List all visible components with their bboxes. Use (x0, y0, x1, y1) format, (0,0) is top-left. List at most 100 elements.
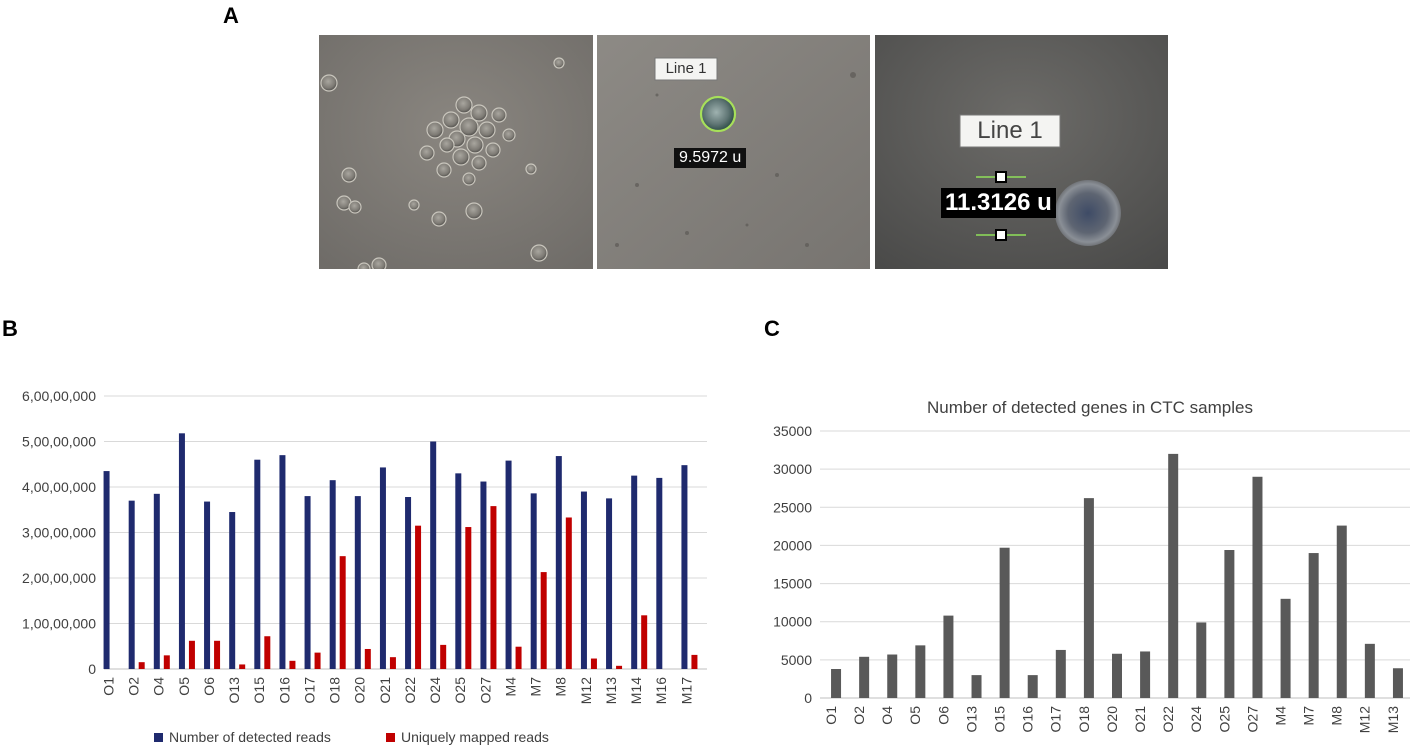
bar-M8-a (1336, 525, 1347, 698)
line-label-2: Line 1 (977, 117, 1043, 144)
x-tick-label: O21 (377, 677, 393, 704)
bar-O5-b (188, 640, 195, 669)
x-tick-label: M13 (1385, 706, 1401, 733)
bar-O15-a (254, 459, 261, 669)
legend-swatch-mapped (386, 732, 395, 742)
chart-genes-x-axis: O1 O2 O4 O5 O6 O13 O15 O16 O17 O18 O20 O21 O22 O24 O25… (823, 706, 1401, 733)
bar-O13-a (971, 675, 982, 698)
chart-reads-bars (103, 433, 698, 669)
legend-label-detected: Number of detected reads (169, 729, 331, 745)
x-tick-label: O1 (823, 706, 839, 725)
y-tick-label: 0 (804, 690, 812, 706)
chart-genes-title: Number of detected genes in CTC samples (927, 398, 1253, 417)
bar-O1-a (103, 471, 110, 669)
x-tick-label: M4 (1272, 706, 1288, 726)
bar-O2-a (859, 656, 870, 698)
x-tick-label: M17 (678, 677, 694, 704)
x-tick-label: O2 (126, 677, 142, 696)
bar-M14-a (631, 475, 638, 669)
bar-O1-a (831, 669, 842, 698)
x-tick-label: O15 (992, 706, 1008, 733)
bar-O22-a (405, 497, 412, 669)
chart-genes-y-axis: 0 5000 10000 15000 20000 25000 30000 35000 (773, 423, 812, 706)
bar-M4-b (515, 646, 522, 669)
chart-genes: 0 5000 10000 15000 20000 25000 30000 35000 O1 O2… (773, 423, 1410, 733)
bar-O27-a (1252, 476, 1263, 698)
bar-M8-b (565, 517, 572, 669)
bar-M4-a (1280, 598, 1291, 698)
y-tick-label: 0 (88, 661, 96, 677)
bar-M16-a (656, 477, 663, 669)
bar-M12-b (590, 658, 597, 669)
chart-genes-bars (831, 453, 1403, 698)
micrograph-cell-cluster (319, 35, 593, 269)
bar-O17-b (314, 652, 321, 669)
bar-O2-b (138, 662, 145, 669)
bar-O27-b (490, 506, 497, 669)
chart-reads-y-axis: 0 1,00,00,000 2,00,00,000 3,00,00,000 4,00,0… (22, 388, 96, 677)
bar-O18-a (329, 480, 336, 669)
bar-O21-b (389, 657, 396, 669)
x-tick-label: O4 (151, 677, 167, 696)
x-tick-label: O21 (1132, 706, 1148, 733)
chart-reads-x-axis: O1 O2 O4 O5 O6 O13 O15 O16 O17 O18 O20 O21 O22 O24 O25… (100, 677, 694, 704)
x-tick-label: M16 (653, 677, 669, 704)
bar-O22-a (1168, 453, 1179, 698)
bar-O21-a (1140, 651, 1151, 698)
bar-O6-b (214, 640, 221, 669)
x-tick-label: O20 (352, 677, 368, 704)
y-tick-label: 6,00,00,000 (22, 388, 96, 404)
x-tick-label: O25 (452, 677, 468, 704)
measurement-readout-1: 9.5972 u (674, 148, 747, 168)
x-tick-label: O22 (1160, 706, 1176, 733)
x-tick-label: M12 (1357, 706, 1373, 733)
x-tick-label: O16 (1020, 706, 1036, 733)
y-tick-label: 10000 (773, 614, 812, 630)
bar-O18-b (339, 556, 346, 669)
bar-O25-a (455, 473, 462, 669)
legend-item-mapped-reads: Uniquely mapped reads (386, 729, 549, 745)
bar-M7-a (1308, 553, 1319, 698)
panel-label-c: C (764, 316, 780, 341)
bar-O22-b (415, 525, 422, 669)
x-tick-label: O27 (477, 677, 493, 704)
x-tick-label: O25 (1216, 706, 1232, 733)
x-tick-label: M4 (502, 677, 518, 697)
legend-label-mapped: Uniquely mapped reads (401, 729, 549, 745)
bar-O27-a (480, 481, 487, 669)
bar-O18-a (1083, 498, 1094, 698)
y-tick-label: 35000 (773, 423, 812, 439)
x-tick-label: O17 (301, 677, 317, 704)
x-tick-label: O5 (176, 677, 192, 696)
bar-M8-a (555, 456, 562, 669)
x-tick-label: O17 (1048, 706, 1064, 733)
panel-label-a: A (223, 3, 239, 28)
bar-O24-a (1196, 622, 1207, 698)
x-tick-label: M8 (553, 677, 569, 697)
bar-O24-b (440, 644, 447, 669)
bar-O2-a (128, 500, 135, 669)
bar-O16-a (1027, 675, 1038, 698)
bar-M13-a (606, 498, 613, 669)
x-tick-label: O5 (907, 706, 923, 725)
chart-reads: 0 1,00,00,000 2,00,00,000 3,00,00,000 4,00,0… (22, 388, 707, 704)
bar-M4-a (505, 460, 512, 669)
bar-O17-a (1055, 649, 1066, 698)
bar-O20-b (364, 648, 371, 669)
x-tick-label: M7 (528, 677, 544, 697)
x-tick-label: O6 (201, 677, 217, 696)
x-tick-label: O16 (276, 677, 292, 704)
x-tick-label: O24 (427, 677, 443, 704)
x-tick-label: O15 (251, 677, 267, 704)
y-tick-label: 3,00,00,000 (22, 525, 96, 541)
bar-O4-b (163, 655, 170, 669)
bar-O13-a (229, 512, 236, 669)
bar-M17-a (681, 465, 688, 669)
bar-O5-a (178, 433, 185, 669)
x-tick-label: O13 (226, 677, 242, 704)
bar-O5-a (915, 645, 926, 698)
bar-O20-a (1112, 653, 1122, 698)
y-tick-label: 25000 (773, 499, 812, 515)
y-tick-label: 15000 (773, 576, 812, 592)
x-tick-label: O4 (879, 706, 895, 725)
